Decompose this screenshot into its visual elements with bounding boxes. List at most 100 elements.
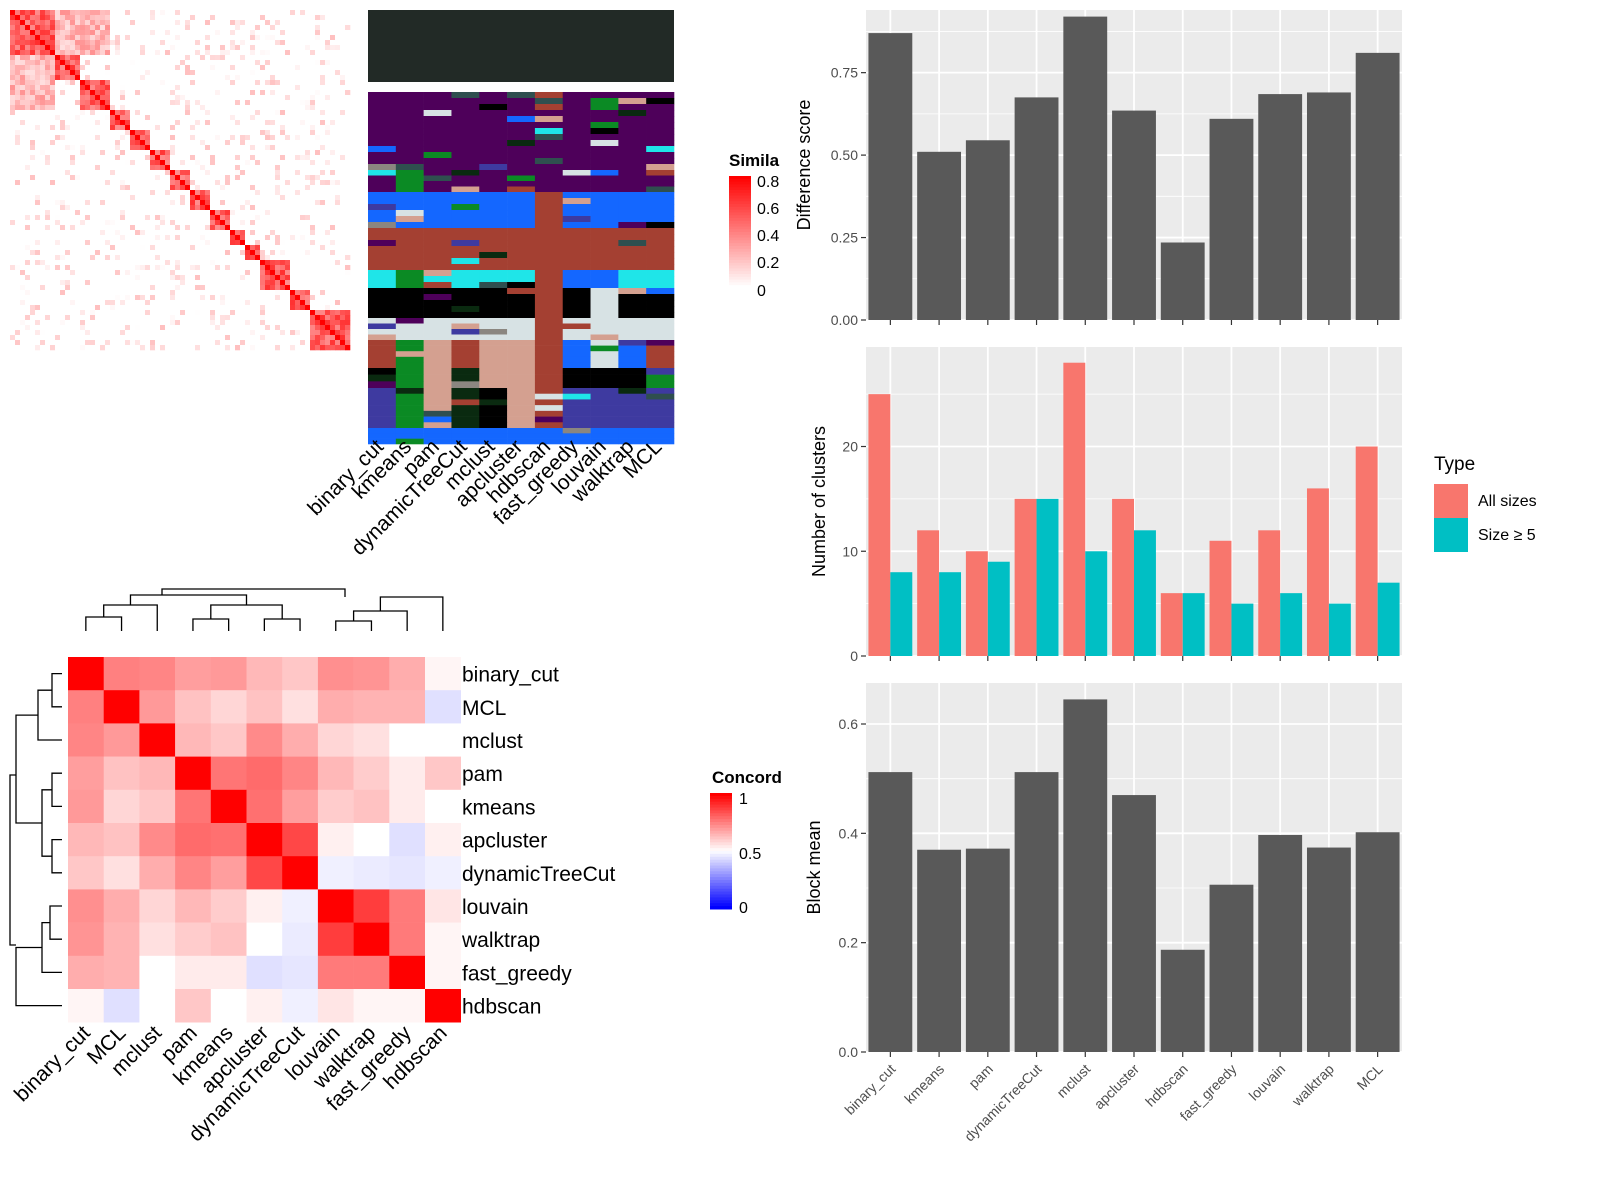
similarity-cell xyxy=(330,90,336,96)
similarity-cell xyxy=(170,60,176,66)
membership-cell xyxy=(618,270,647,277)
similarity-cell xyxy=(165,245,171,251)
similarity-cell xyxy=(285,65,291,71)
similarity-cell xyxy=(300,345,306,351)
similarity-cell xyxy=(30,150,36,156)
similarity-cell xyxy=(60,245,66,251)
similarity-cell xyxy=(310,95,316,101)
similarity-cell xyxy=(225,165,231,171)
similarity-cell xyxy=(45,130,51,136)
similarity-cell xyxy=(95,50,101,56)
similarity-cell xyxy=(230,220,236,226)
similarity-cell xyxy=(320,45,326,51)
similarity-cell xyxy=(80,215,86,221)
similarity-cell xyxy=(170,130,176,136)
similarity-cell xyxy=(140,345,146,351)
similarity-cell xyxy=(25,215,31,221)
membership-cell xyxy=(479,276,508,283)
similarity-cell xyxy=(170,35,176,41)
similarity-cell xyxy=(10,15,16,21)
similarity-cell xyxy=(175,115,181,121)
membership-cell xyxy=(618,186,647,193)
similarity-cell xyxy=(125,190,131,196)
similarity-cell xyxy=(150,210,156,216)
similarity-cell xyxy=(220,90,226,96)
similarity-cell xyxy=(335,305,341,311)
similarity-cell xyxy=(100,220,106,226)
similarity-cell xyxy=(275,70,281,76)
similarity-cell xyxy=(230,165,236,171)
similarity-cell xyxy=(340,275,346,281)
similarity-cell xyxy=(295,135,301,141)
similarity-cell xyxy=(15,115,21,121)
similarity-cell xyxy=(110,55,116,61)
similarity-cell xyxy=(130,60,136,66)
similarity-cell xyxy=(265,220,271,226)
similarity-cell xyxy=(250,240,256,246)
similarity-cell xyxy=(135,300,141,306)
similarity-cell xyxy=(275,30,281,36)
membership-cell xyxy=(590,264,619,271)
similarity-cell xyxy=(200,250,206,256)
similarity-cell xyxy=(305,130,311,136)
similarity-cell xyxy=(130,105,136,111)
similarity-cell xyxy=(205,200,211,206)
similarity-cell xyxy=(215,335,221,341)
similarity-cell xyxy=(75,85,81,91)
similarity-cell xyxy=(70,150,76,156)
similarity-cell xyxy=(90,30,96,36)
similarity-cell xyxy=(255,205,261,211)
similarity-cell xyxy=(140,55,146,61)
similarity-cell xyxy=(145,70,151,76)
similarity-cell xyxy=(85,90,91,96)
similarity-cell xyxy=(140,140,146,146)
similarity-cell xyxy=(145,60,151,66)
similarity-cell xyxy=(230,115,236,121)
similarity-cell xyxy=(25,235,31,241)
similarity-cell xyxy=(195,190,201,196)
similarity-cell xyxy=(135,75,141,81)
similarity-cell xyxy=(65,325,71,331)
similarity-cell xyxy=(55,280,61,286)
similarity-cell xyxy=(335,310,341,316)
similarity-cell xyxy=(25,75,31,81)
similarity-cell xyxy=(10,290,16,296)
similarity-cell xyxy=(280,245,286,251)
membership-cell xyxy=(451,258,480,265)
similarity-cell xyxy=(305,245,311,251)
similarity-cell xyxy=(140,250,146,256)
similarity-cell xyxy=(255,325,261,331)
similarity-cell xyxy=(310,265,316,271)
similarity-cell xyxy=(275,105,281,111)
similarity-cell xyxy=(270,255,276,261)
similarity-cell xyxy=(280,135,286,141)
similarity-cell xyxy=(325,45,331,51)
similarity-cell xyxy=(180,165,186,171)
similarity-cell xyxy=(20,65,26,71)
similarity-cell xyxy=(310,200,316,206)
similarity-cell xyxy=(210,110,216,116)
similarity-cell xyxy=(175,150,181,156)
similarity-cell xyxy=(170,310,176,316)
similarity-cell xyxy=(280,190,286,196)
similarity-cell xyxy=(215,185,221,191)
similarity-cell xyxy=(300,205,306,211)
membership-cell xyxy=(562,164,591,171)
similarity-cell xyxy=(75,175,81,181)
similarity-cell xyxy=(340,155,346,161)
similarity-cell xyxy=(220,230,226,236)
similarity-cell xyxy=(135,210,141,216)
membership-cell xyxy=(590,204,619,211)
similarity-cell xyxy=(300,300,306,306)
similarity-cell xyxy=(140,270,146,276)
similarity-cell xyxy=(290,190,296,196)
similarity-cell xyxy=(95,330,101,336)
similarity-cell xyxy=(190,185,196,191)
membership-cell xyxy=(618,234,647,241)
similarity-cell xyxy=(45,260,51,266)
similarity-cell xyxy=(320,225,326,231)
similarity-cell xyxy=(305,115,311,121)
similarity-cell xyxy=(120,250,126,256)
similarity-cell xyxy=(205,20,211,26)
similarity-cell xyxy=(55,200,61,206)
